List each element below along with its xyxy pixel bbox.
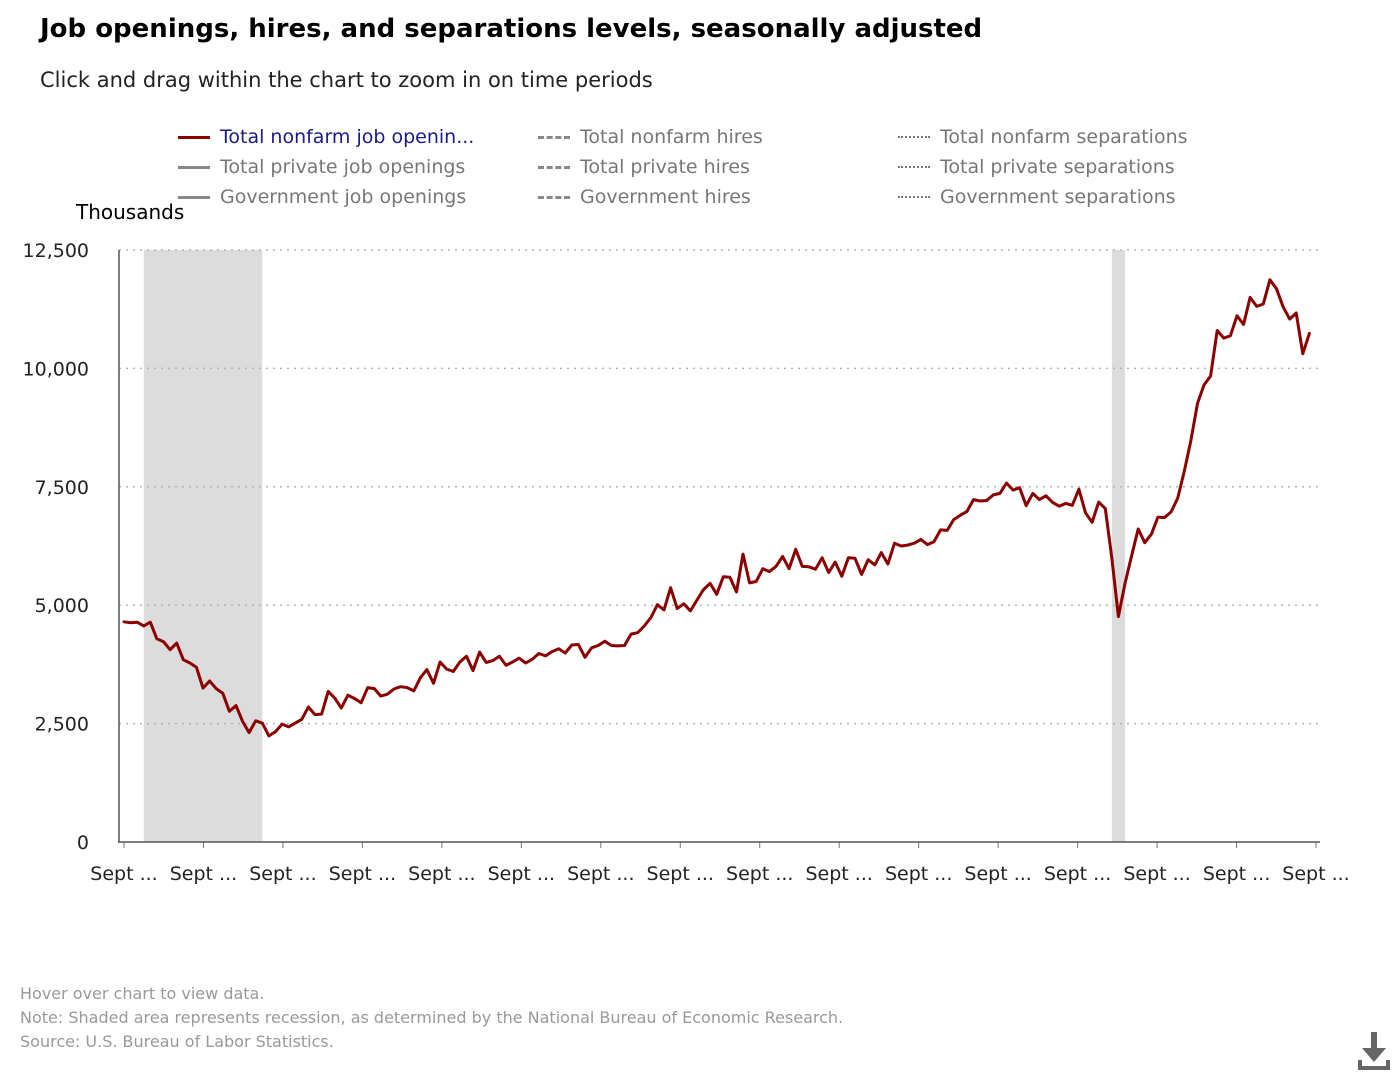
- legend-label: Total private separations: [940, 156, 1175, 178]
- y-tick-labels: 0 2,500 5,000 7,500 10,000 12,500: [23, 240, 89, 854]
- x-tick-label: Sept ...: [567, 863, 634, 885]
- y-tick-label: 5,000: [35, 595, 89, 617]
- y-tick-label: 7,500: [35, 477, 89, 499]
- legend: Total nonfarm job openin... Total nonfar…: [178, 122, 1238, 214]
- gridlines: [119, 249, 1320, 725]
- x-tick-label: Sept ...: [1282, 863, 1349, 885]
- y-tick-label: 12,500: [23, 240, 89, 262]
- legend-label: Government separations: [940, 186, 1176, 208]
- chart-footer: Hover over chart to view data. Note: Sha…: [20, 982, 843, 1054]
- source-note: Source: U.S. Bureau of Labor Statistics.: [20, 1032, 334, 1051]
- legend-item-total-private-hires[interactable]: Total private hires: [538, 152, 750, 182]
- legend-label: Total private hires: [580, 156, 750, 178]
- recession-shading: [143, 250, 1126, 842]
- x-tick-label: Sept ...: [488, 863, 555, 885]
- legend-label: Total nonfarm job openin...: [220, 126, 475, 148]
- y-axis-title: Thousands: [76, 200, 185, 224]
- x-tick-labels: Sept ... Sept ... Sept ... Sept ... Sept ...…: [90, 863, 1349, 885]
- solid-line-icon: [178, 195, 210, 199]
- dotted-line-icon: [898, 136, 930, 138]
- x-tick-label: Sept ...: [249, 863, 316, 885]
- chart-title: Job openings, hires, and separations lev…: [40, 14, 983, 44]
- legend-label: Total nonfarm separations: [940, 126, 1188, 148]
- y-tick-label: 10,000: [23, 358, 89, 380]
- solid-line-icon: [178, 165, 210, 169]
- download-icon: [1358, 1032, 1390, 1070]
- dotted-line-icon: [898, 196, 930, 198]
- y-tick-label: 2,500: [35, 714, 89, 736]
- x-tick-label: Sept ...: [1203, 863, 1270, 885]
- x-ticks: [123, 842, 1317, 848]
- hover-hint: Hover over chart to view data.: [20, 984, 265, 1003]
- legend-item-total-nonfarm-separations[interactable]: Total nonfarm separations: [898, 122, 1188, 152]
- legend-item-government-separations[interactable]: Government separations: [898, 182, 1176, 212]
- recession-band-1: [143, 250, 263, 842]
- legend-label: Total nonfarm hires: [580, 126, 763, 148]
- recession-note: Note: Shaded area represents recession, …: [20, 1008, 844, 1027]
- legend-label: Government hires: [580, 186, 751, 208]
- y-tick-label: 0: [77, 832, 89, 854]
- dotted-line-icon: [898, 166, 930, 168]
- legend-item-total-nonfarm-openings[interactable]: Total nonfarm job openin...: [178, 122, 474, 152]
- chart-subtitle: Click and drag within the chart to zoom …: [40, 68, 653, 92]
- legend-item-total-private-separations[interactable]: Total private separations: [898, 152, 1175, 182]
- legend-item-government-openings[interactable]: Government job openings: [178, 182, 466, 212]
- series-group: [122, 278, 1311, 738]
- legend-item-total-private-openings[interactable]: Total private job openings: [178, 152, 465, 182]
- legend-item-total-nonfarm-hires[interactable]: Total nonfarm hires: [538, 122, 763, 152]
- recession-band-2: [1111, 250, 1126, 842]
- solid-line-icon: [178, 135, 210, 139]
- legend-label: Total private job openings: [220, 156, 466, 178]
- dashed-line-icon: [538, 195, 570, 199]
- x-tick-label: Sept ...: [1044, 863, 1111, 885]
- x-tick-label: Sept ...: [170, 863, 237, 885]
- x-tick-label: Sept ...: [329, 863, 396, 885]
- x-tick-label: Sept ...: [1123, 863, 1190, 885]
- x-tick-label: Sept ...: [647, 863, 714, 885]
- legend-label: Government job openings: [220, 186, 467, 208]
- dashed-line-icon: [538, 165, 570, 169]
- download-button[interactable]: [1354, 1030, 1394, 1074]
- x-tick-label: Sept ...: [408, 863, 475, 885]
- dashed-line-icon: [538, 135, 570, 139]
- x-tick-label: Sept ...: [90, 863, 157, 885]
- x-tick-label: Sept ...: [964, 863, 1031, 885]
- x-tick-label: Sept ...: [805, 863, 872, 885]
- x-tick-label: Sept ...: [726, 863, 793, 885]
- series-line-total-nonfarm-job-openings[interactable]: [122, 278, 1311, 738]
- x-tick-label: Sept ...: [885, 863, 952, 885]
- legend-item-government-hires[interactable]: Government hires: [538, 182, 751, 212]
